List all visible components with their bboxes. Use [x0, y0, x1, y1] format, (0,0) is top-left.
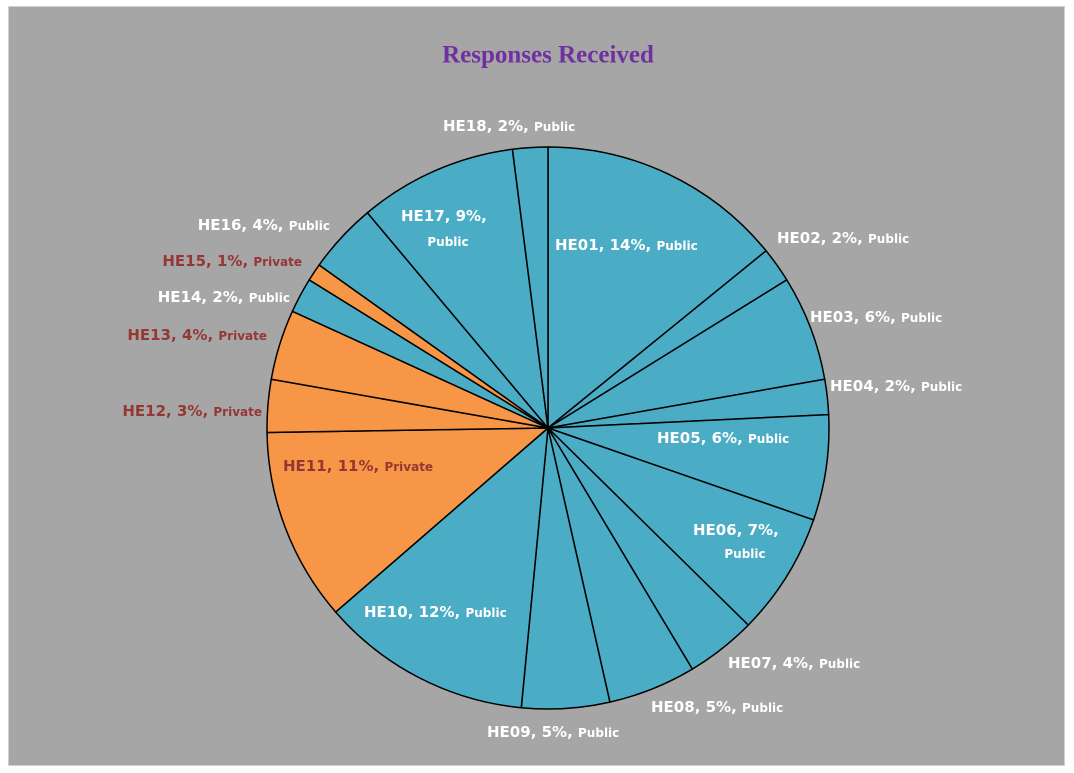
data-label: HE14, 2%, Public	[158, 288, 290, 306]
slice-name: HE09	[487, 723, 531, 741]
slice-sector: Public	[249, 291, 290, 305]
pie-slice	[547, 146, 768, 430]
slice-sector: Public	[742, 701, 783, 715]
data-label: HE12, 3%, Private	[122, 402, 262, 420]
slice-percent: 7%	[748, 521, 773, 539]
slice-percent: 2%	[885, 377, 910, 395]
data-label: HE08, 5%, Public	[651, 698, 783, 716]
slice-percent: 2%	[832, 229, 857, 247]
slice-name: HE08	[651, 698, 695, 716]
data-label: HE09, 5%, Public	[487, 723, 619, 741]
slice-sector: Public	[427, 235, 468, 249]
slice-sector: Private	[253, 255, 302, 269]
data-label: HE17, 9%,	[401, 207, 487, 225]
data-label: HE02, 2%, Public	[777, 229, 909, 247]
slice-sector: Public	[868, 232, 909, 246]
data-label: HE03, 6%, Public	[810, 308, 942, 326]
pie-slice	[266, 427, 551, 614]
slice-percent: 2%	[498, 117, 523, 135]
slice-percent: 11%	[338, 457, 374, 475]
chart-title: Responses Received	[442, 42, 654, 69]
data-label: HE10, 12%, Public	[364, 603, 507, 621]
slice-sector: Public	[656, 239, 697, 253]
pie-slice	[547, 427, 815, 627]
slice-name: HE18	[443, 117, 487, 135]
slice-sector: Public	[748, 432, 789, 446]
slice-percent: 2%	[212, 288, 237, 306]
slice-sector: Private	[218, 329, 267, 343]
slice-name: HE11	[283, 457, 327, 475]
slice-name: HE13	[127, 326, 171, 344]
slice-sector: Public	[921, 380, 962, 394]
data-label: HE16, 4%, Public	[198, 216, 330, 234]
slice-sector: Public	[534, 120, 575, 134]
slice-percent: 4%	[783, 654, 808, 672]
slice-percent: 4%	[252, 216, 277, 234]
slice-sector: Public	[465, 606, 506, 620]
slice-sector: Private	[213, 405, 262, 419]
slice-percent: 6%	[865, 308, 890, 326]
slice-percent: 5%	[542, 723, 567, 741]
data-label: HE18, 2%, Public	[443, 117, 575, 135]
data-label: HE06, 7%,	[693, 521, 779, 539]
slice-name: HE04	[830, 377, 874, 395]
slice-name: HE10	[364, 603, 408, 621]
slice-name: HE07	[728, 654, 772, 672]
slice-name: HE02	[777, 229, 821, 247]
slice-percent: 14%	[610, 236, 646, 254]
slice-percent: 9%	[456, 207, 481, 225]
slice-sector: Private	[384, 460, 433, 474]
slice-sector: Public	[901, 311, 942, 325]
data-label: HE15, 1%, Private	[162, 252, 302, 270]
slice-sector: Public	[578, 726, 619, 740]
slice-name: HE16	[198, 216, 242, 234]
data-label: HE13, 4%, Private	[127, 326, 267, 344]
slice-sector: Public	[724, 547, 765, 561]
slice-percent: 4%	[182, 326, 207, 344]
data-label: HE07, 4%, Public	[728, 654, 860, 672]
slice-percent: 12%	[419, 603, 455, 621]
slice-name: HE17	[401, 207, 445, 225]
pie-slice	[511, 146, 549, 429]
slice-name: HE05	[657, 429, 701, 447]
slice-sector: Public	[289, 219, 330, 233]
slice-name: HE03	[810, 308, 854, 326]
slice-sector: Public	[819, 657, 860, 671]
data-label: HE04, 2%, Public	[830, 377, 962, 395]
slice-name: HE06	[693, 521, 737, 539]
slice-percent: 1%	[217, 252, 242, 270]
pie-slice	[334, 426, 549, 709]
data-label: HE05, 6%, Public	[657, 429, 789, 447]
slice-name: HE12	[122, 402, 166, 420]
slice-name: HE01	[555, 236, 599, 254]
pie-slice	[366, 148, 550, 431]
slice-name: HE15	[162, 252, 206, 270]
data-label: HE11, 11%, Private	[283, 457, 433, 475]
slice-percent: 3%	[177, 402, 202, 420]
slice-percent: 6%	[712, 429, 737, 447]
data-label: HE01, 14%, Public	[555, 236, 698, 254]
slice-name: HE14	[158, 288, 202, 306]
slice-percent: 5%	[706, 698, 731, 716]
